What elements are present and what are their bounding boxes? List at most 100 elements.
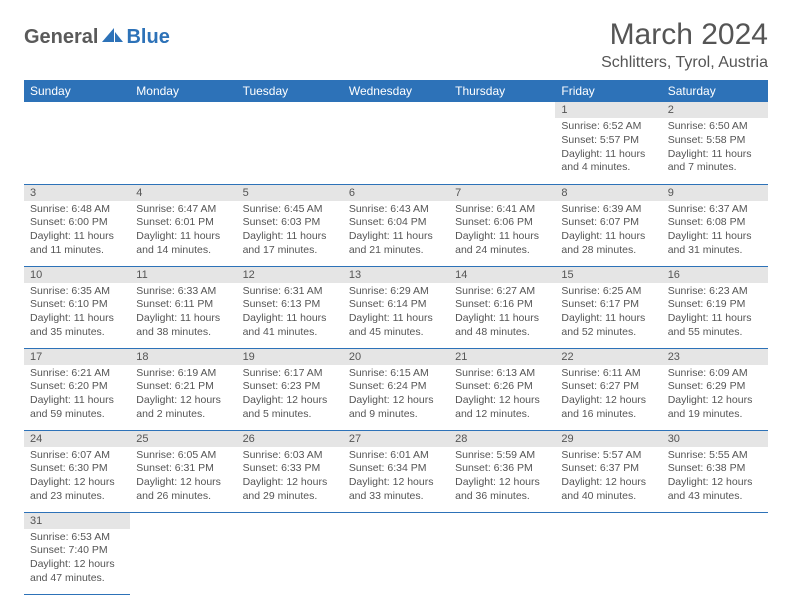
day-details: Sunrise: 6:43 AMSunset: 6:04 PMDaylight:… bbox=[343, 201, 449, 262]
day-cell: 7Sunrise: 6:41 AMSunset: 6:06 PMDaylight… bbox=[449, 184, 555, 266]
sunset-text: Sunset: 6:06 PM bbox=[455, 216, 549, 230]
day-details: Sunrise: 6:25 AMSunset: 6:17 PMDaylight:… bbox=[555, 283, 661, 344]
empty-cell bbox=[130, 512, 236, 594]
sunset-text: Sunset: 6:31 PM bbox=[136, 462, 230, 476]
daylight-text: Daylight: 12 hours and 40 minutes. bbox=[561, 476, 655, 503]
sunset-text: Sunset: 6:29 PM bbox=[668, 380, 762, 394]
day-number: 30 bbox=[662, 431, 768, 447]
day-cell: 20Sunrise: 6:15 AMSunset: 6:24 PMDayligh… bbox=[343, 348, 449, 430]
sunrise-text: Sunrise: 5:57 AM bbox=[561, 449, 655, 463]
sunrise-text: Sunrise: 5:59 AM bbox=[455, 449, 549, 463]
logo-text-blue: Blue bbox=[126, 26, 169, 49]
sunset-text: Sunset: 6:10 PM bbox=[30, 298, 124, 312]
sunrise-text: Sunrise: 6:35 AM bbox=[30, 285, 124, 299]
day-number: 18 bbox=[130, 349, 236, 365]
daylight-text: Daylight: 12 hours and 29 minutes. bbox=[243, 476, 337, 503]
weekday-header: Saturday bbox=[662, 80, 768, 102]
day-number: 22 bbox=[555, 349, 661, 365]
day-cell: 11Sunrise: 6:33 AMSunset: 6:11 PMDayligh… bbox=[130, 266, 236, 348]
day-details: Sunrise: 6:37 AMSunset: 6:08 PMDaylight:… bbox=[662, 201, 768, 262]
calendar-header-row: SundayMondayTuesdayWednesdayThursdayFrid… bbox=[24, 80, 768, 102]
day-number: 29 bbox=[555, 431, 661, 447]
sunrise-text: Sunrise: 6:27 AM bbox=[455, 285, 549, 299]
day-cell: 26Sunrise: 6:03 AMSunset: 6:33 PMDayligh… bbox=[237, 430, 343, 512]
day-cell: 18Sunrise: 6:19 AMSunset: 6:21 PMDayligh… bbox=[130, 348, 236, 430]
day-details: Sunrise: 6:33 AMSunset: 6:11 PMDaylight:… bbox=[130, 283, 236, 344]
day-details: Sunrise: 6:29 AMSunset: 6:14 PMDaylight:… bbox=[343, 283, 449, 344]
daylight-text: Daylight: 12 hours and 2 minutes. bbox=[136, 394, 230, 421]
day-number: 27 bbox=[343, 431, 449, 447]
calendar-week-row: 31Sunrise: 6:53 AMSunset: 7:40 PMDayligh… bbox=[24, 512, 768, 594]
day-cell: 25Sunrise: 6:05 AMSunset: 6:31 PMDayligh… bbox=[130, 430, 236, 512]
daylight-text: Daylight: 12 hours and 5 minutes. bbox=[243, 394, 337, 421]
weekday-header: Sunday bbox=[24, 80, 130, 102]
day-cell: 3Sunrise: 6:48 AMSunset: 6:00 PMDaylight… bbox=[24, 184, 130, 266]
day-number: 16 bbox=[662, 267, 768, 283]
day-details: Sunrise: 5:57 AMSunset: 6:37 PMDaylight:… bbox=[555, 447, 661, 508]
sunset-text: Sunset: 6:01 PM bbox=[136, 216, 230, 230]
calendar-week-row: 1Sunrise: 6:52 AMSunset: 5:57 PMDaylight… bbox=[24, 102, 768, 184]
sunrise-text: Sunrise: 6:21 AM bbox=[30, 367, 124, 381]
calendar-week-row: 3Sunrise: 6:48 AMSunset: 6:00 PMDaylight… bbox=[24, 184, 768, 266]
sunrise-text: Sunrise: 6:23 AM bbox=[668, 285, 762, 299]
empty-cell bbox=[343, 512, 449, 594]
calendar-week-row: 24Sunrise: 6:07 AMSunset: 6:30 PMDayligh… bbox=[24, 430, 768, 512]
day-number: 28 bbox=[449, 431, 555, 447]
daylight-text: Daylight: 12 hours and 19 minutes. bbox=[668, 394, 762, 421]
day-details: Sunrise: 6:50 AMSunset: 5:58 PMDaylight:… bbox=[662, 118, 768, 179]
sunset-text: Sunset: 6:37 PM bbox=[561, 462, 655, 476]
page-header: General Blue March 2024 Schlitters, Tyro… bbox=[24, 18, 768, 72]
empty-cell bbox=[237, 102, 343, 184]
daylight-text: Daylight: 11 hours and 52 minutes. bbox=[561, 312, 655, 339]
sunrise-text: Sunrise: 5:55 AM bbox=[668, 449, 762, 463]
day-details: Sunrise: 6:17 AMSunset: 6:23 PMDaylight:… bbox=[237, 365, 343, 426]
day-number: 4 bbox=[130, 185, 236, 201]
sunrise-text: Sunrise: 6:29 AM bbox=[349, 285, 443, 299]
day-number: 8 bbox=[555, 185, 661, 201]
daylight-text: Daylight: 11 hours and 11 minutes. bbox=[30, 230, 124, 257]
sunset-text: Sunset: 5:57 PM bbox=[561, 134, 655, 148]
daylight-text: Daylight: 11 hours and 35 minutes. bbox=[30, 312, 124, 339]
sunset-text: Sunset: 6:11 PM bbox=[136, 298, 230, 312]
sunrise-text: Sunrise: 6:15 AM bbox=[349, 367, 443, 381]
daylight-text: Daylight: 11 hours and 28 minutes. bbox=[561, 230, 655, 257]
day-number: 2 bbox=[662, 102, 768, 118]
day-number: 19 bbox=[237, 349, 343, 365]
day-cell: 14Sunrise: 6:27 AMSunset: 6:16 PMDayligh… bbox=[449, 266, 555, 348]
day-number: 1 bbox=[555, 102, 661, 118]
sunrise-text: Sunrise: 6:39 AM bbox=[561, 203, 655, 217]
day-details: Sunrise: 6:45 AMSunset: 6:03 PMDaylight:… bbox=[237, 201, 343, 262]
weekday-header: Wednesday bbox=[343, 80, 449, 102]
day-number: 25 bbox=[130, 431, 236, 447]
sunrise-text: Sunrise: 6:33 AM bbox=[136, 285, 230, 299]
day-cell: 9Sunrise: 6:37 AMSunset: 6:08 PMDaylight… bbox=[662, 184, 768, 266]
day-details: Sunrise: 6:21 AMSunset: 6:20 PMDaylight:… bbox=[24, 365, 130, 426]
day-cell: 27Sunrise: 6:01 AMSunset: 6:34 PMDayligh… bbox=[343, 430, 449, 512]
day-details: Sunrise: 6:03 AMSunset: 6:33 PMDaylight:… bbox=[237, 447, 343, 508]
daylight-text: Daylight: 12 hours and 36 minutes. bbox=[455, 476, 549, 503]
sunset-text: Sunset: 6:20 PM bbox=[30, 380, 124, 394]
day-number: 7 bbox=[449, 185, 555, 201]
empty-cell bbox=[24, 102, 130, 184]
day-details: Sunrise: 6:11 AMSunset: 6:27 PMDaylight:… bbox=[555, 365, 661, 426]
day-number: 10 bbox=[24, 267, 130, 283]
sunset-text: Sunset: 6:27 PM bbox=[561, 380, 655, 394]
day-details: Sunrise: 6:41 AMSunset: 6:06 PMDaylight:… bbox=[449, 201, 555, 262]
empty-cell bbox=[343, 102, 449, 184]
empty-cell bbox=[130, 102, 236, 184]
sunset-text: Sunset: 6:19 PM bbox=[668, 298, 762, 312]
day-number: 9 bbox=[662, 185, 768, 201]
sunset-text: Sunset: 6:38 PM bbox=[668, 462, 762, 476]
sunrise-text: Sunrise: 6:53 AM bbox=[30, 531, 124, 545]
sunset-text: Sunset: 6:30 PM bbox=[30, 462, 124, 476]
day-cell: 5Sunrise: 6:45 AMSunset: 6:03 PMDaylight… bbox=[237, 184, 343, 266]
month-title: March 2024 bbox=[601, 18, 768, 52]
day-number: 5 bbox=[237, 185, 343, 201]
sunset-text: Sunset: 6:00 PM bbox=[30, 216, 124, 230]
daylight-text: Daylight: 11 hours and 31 minutes. bbox=[668, 230, 762, 257]
sunset-text: Sunset: 6:24 PM bbox=[349, 380, 443, 394]
day-details: Sunrise: 6:35 AMSunset: 6:10 PMDaylight:… bbox=[24, 283, 130, 344]
sunset-text: Sunset: 6:04 PM bbox=[349, 216, 443, 230]
day-cell: 2Sunrise: 6:50 AMSunset: 5:58 PMDaylight… bbox=[662, 102, 768, 184]
empty-cell bbox=[237, 512, 343, 594]
